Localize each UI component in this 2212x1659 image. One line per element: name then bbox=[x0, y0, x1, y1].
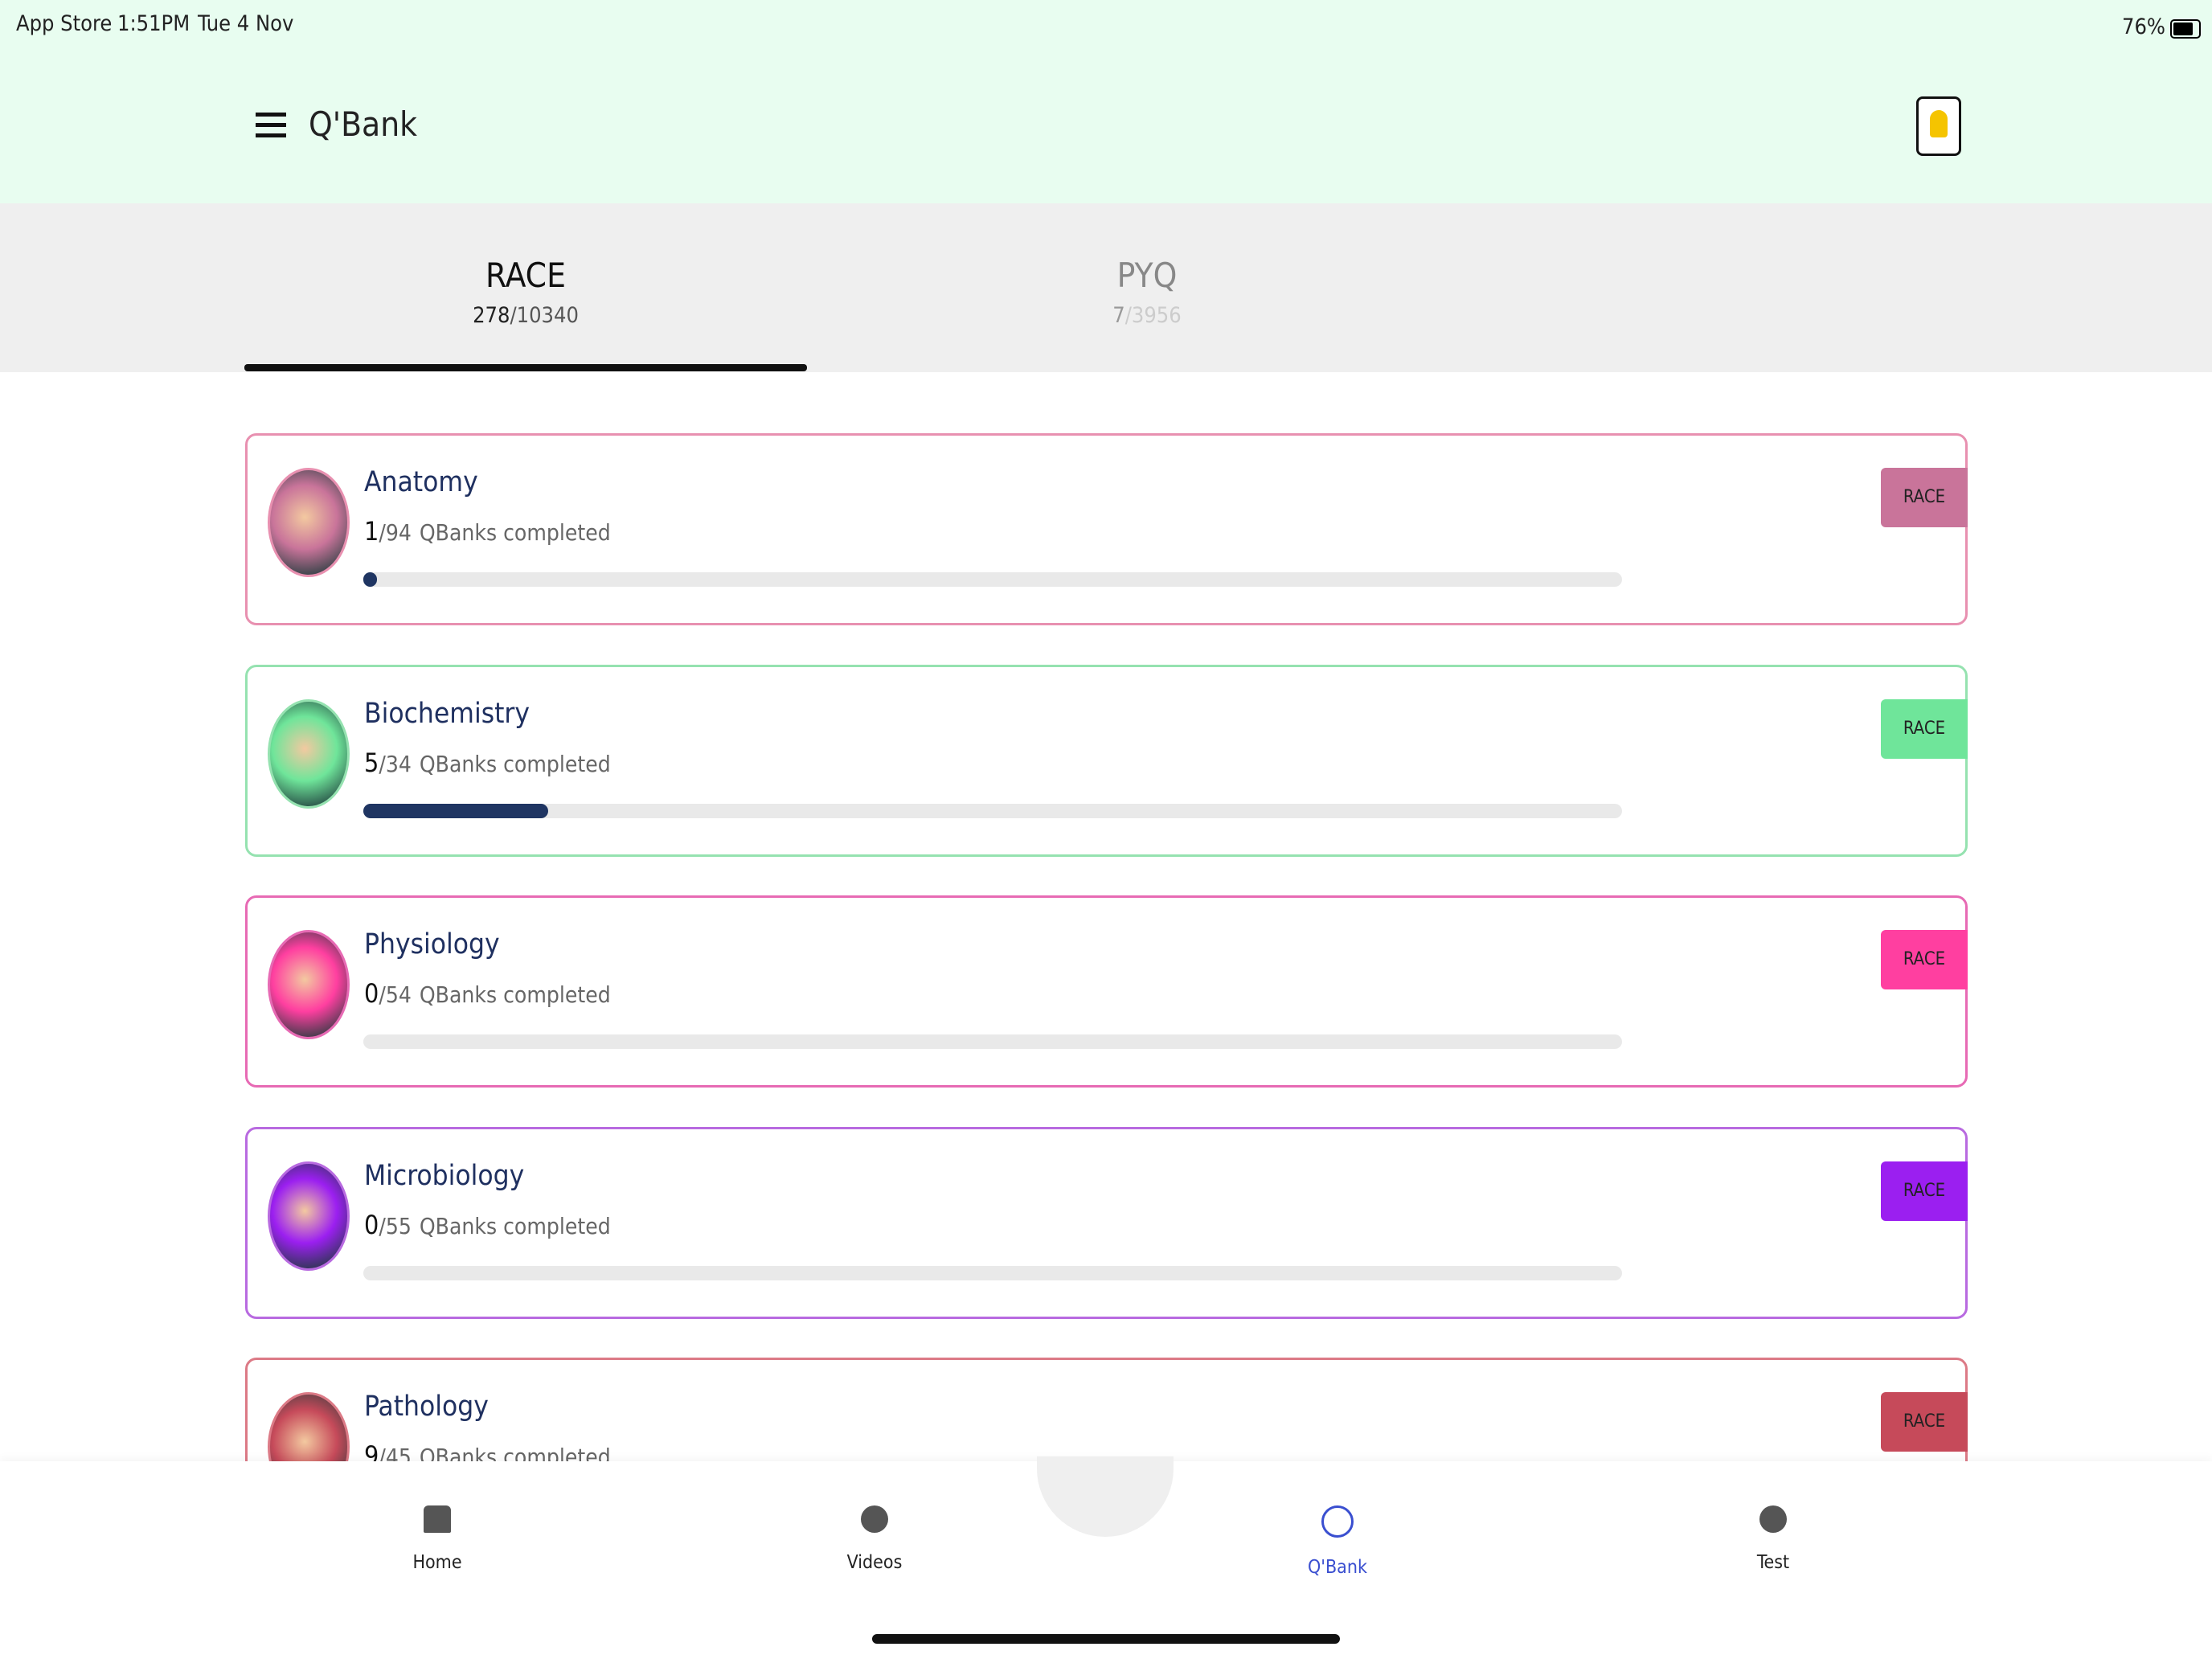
nav-icon bbox=[424, 1505, 451, 1533]
subject-icon bbox=[268, 468, 350, 577]
nav-label: Home bbox=[412, 1552, 462, 1573]
progress-track bbox=[363, 572, 1622, 587]
header: Q'Bank bbox=[0, 48, 2212, 203]
suffix: QBanks completed bbox=[419, 519, 611, 546]
subject-name: Biochemistry bbox=[364, 697, 530, 730]
done-count: 0 bbox=[364, 978, 379, 1009]
battery-icon bbox=[2170, 19, 2201, 39]
time: 1:51PM bbox=[117, 11, 190, 36]
tab-indicator bbox=[244, 364, 807, 371]
progress-track bbox=[363, 1034, 1622, 1049]
nav-icon bbox=[1321, 1505, 1354, 1538]
subject-card[interactable]: Microbiology 0/55 QBanks completed RACE bbox=[245, 1126, 1968, 1319]
race-badge[interactable]: RACE bbox=[1881, 1161, 1968, 1221]
bottom-nav: Home Videos Q'Bank Test bbox=[0, 1456, 2212, 1659]
count-row: 5/34 QBanks completed bbox=[364, 748, 611, 778]
tab-total: 10340 bbox=[516, 303, 579, 328]
total-count: 55 bbox=[385, 1212, 412, 1239]
tab[interactable]: RACE 278/10340 bbox=[244, 256, 807, 328]
progress-fill bbox=[363, 572, 377, 587]
subject-icon bbox=[268, 698, 350, 809]
done-count: 1 bbox=[364, 516, 379, 547]
total-count: 94 bbox=[385, 519, 412, 546]
count-row: 0/54 QBanks completed bbox=[364, 978, 611, 1009]
suffix: QBanks completed bbox=[419, 1212, 611, 1239]
nav-label: Q'Bank bbox=[1308, 1557, 1367, 1578]
separator: / bbox=[379, 1444, 386, 1470]
nav-icon bbox=[861, 1505, 888, 1533]
race-badge[interactable]: RACE bbox=[1881, 698, 1968, 759]
notification-button[interactable] bbox=[1916, 96, 1961, 156]
count-row: 1/94 QBanks completed bbox=[364, 516, 611, 547]
total-count: 54 bbox=[385, 981, 412, 1008]
date: Tue 4 Nov bbox=[198, 11, 294, 36]
name-row: Pathology bbox=[364, 1391, 489, 1423]
progress-track bbox=[363, 1265, 1622, 1280]
race-badge[interactable]: RACE bbox=[1881, 468, 1968, 527]
subject-card[interactable]: Biochemistry 5/34 QBanks completed RACE bbox=[245, 664, 1968, 857]
nav-icon bbox=[1759, 1505, 1787, 1533]
subject-name: Microbiology bbox=[364, 1159, 525, 1192]
header-title: Q'Bank bbox=[309, 104, 418, 144]
tab-label: RACE bbox=[485, 256, 566, 295]
tab-label: PYQ bbox=[1116, 256, 1178, 295]
race-badge[interactable]: RACE bbox=[1881, 1392, 1968, 1452]
subject-name: Anatomy bbox=[364, 466, 478, 498]
count-row: 0/55 QBanks completed bbox=[364, 1210, 611, 1240]
separator: / bbox=[379, 519, 386, 546]
subject-card[interactable]: Anatomy 1/94 QBanks completed RACE bbox=[245, 433, 1968, 625]
menu-button[interactable] bbox=[256, 113, 286, 137]
nav-notch bbox=[1037, 1456, 1174, 1537]
progress-track bbox=[363, 803, 1622, 818]
name-row: Microbiology bbox=[364, 1160, 524, 1192]
tab-separator: / bbox=[510, 303, 517, 328]
tab-total: 3956 bbox=[1131, 303, 1182, 328]
nav-label: Test bbox=[1756, 1552, 1790, 1573]
carrier: App Store bbox=[16, 11, 113, 36]
home-indicator bbox=[872, 1634, 1340, 1644]
nav-item[interactable]: Test bbox=[1653, 1505, 1894, 1573]
race-badge[interactable]: RACE bbox=[1881, 930, 1968, 989]
separator: / bbox=[379, 981, 386, 1008]
name-row: Biochemistry bbox=[364, 698, 530, 730]
suffix: QBanks completed bbox=[419, 981, 611, 1008]
tab-done: 7 bbox=[1112, 303, 1125, 328]
done-count: 5 bbox=[364, 747, 379, 778]
subject-name: Pathology bbox=[364, 1391, 489, 1423]
subject-name: Physiology bbox=[364, 928, 500, 961]
suffix: QBanks completed bbox=[419, 750, 611, 777]
separator: / bbox=[379, 1212, 386, 1239]
tab[interactable]: PYQ 7/3956 bbox=[866, 256, 1428, 328]
subject-icon bbox=[268, 1161, 350, 1271]
done-count: 0 bbox=[364, 1209, 379, 1240]
status-bar: App Store 1:51PM Tue 4 Nov 76% bbox=[0, 0, 2212, 56]
battery-level: 76% bbox=[2122, 14, 2165, 39]
nav-item[interactable]: Q'Bank bbox=[1217, 1505, 1458, 1578]
nav-label: Videos bbox=[846, 1552, 903, 1573]
tab-bar: RACE 278/10340 PYQ 7/3956 bbox=[0, 203, 2212, 372]
total-count: 34 bbox=[385, 750, 412, 777]
nav-item[interactable]: Home bbox=[317, 1505, 558, 1573]
subject-card[interactable]: Physiology 0/54 QBanks completed RACE bbox=[245, 895, 1968, 1088]
name-row: Anatomy bbox=[364, 466, 478, 498]
tab-done: 278 bbox=[473, 303, 510, 328]
tab-separator: / bbox=[1124, 303, 1132, 328]
separator: / bbox=[379, 750, 386, 777]
name-row: Physiology bbox=[364, 928, 500, 961]
subject-icon bbox=[268, 930, 350, 1039]
progress-fill bbox=[363, 803, 549, 818]
nav-item[interactable]: Videos bbox=[754, 1505, 995, 1573]
